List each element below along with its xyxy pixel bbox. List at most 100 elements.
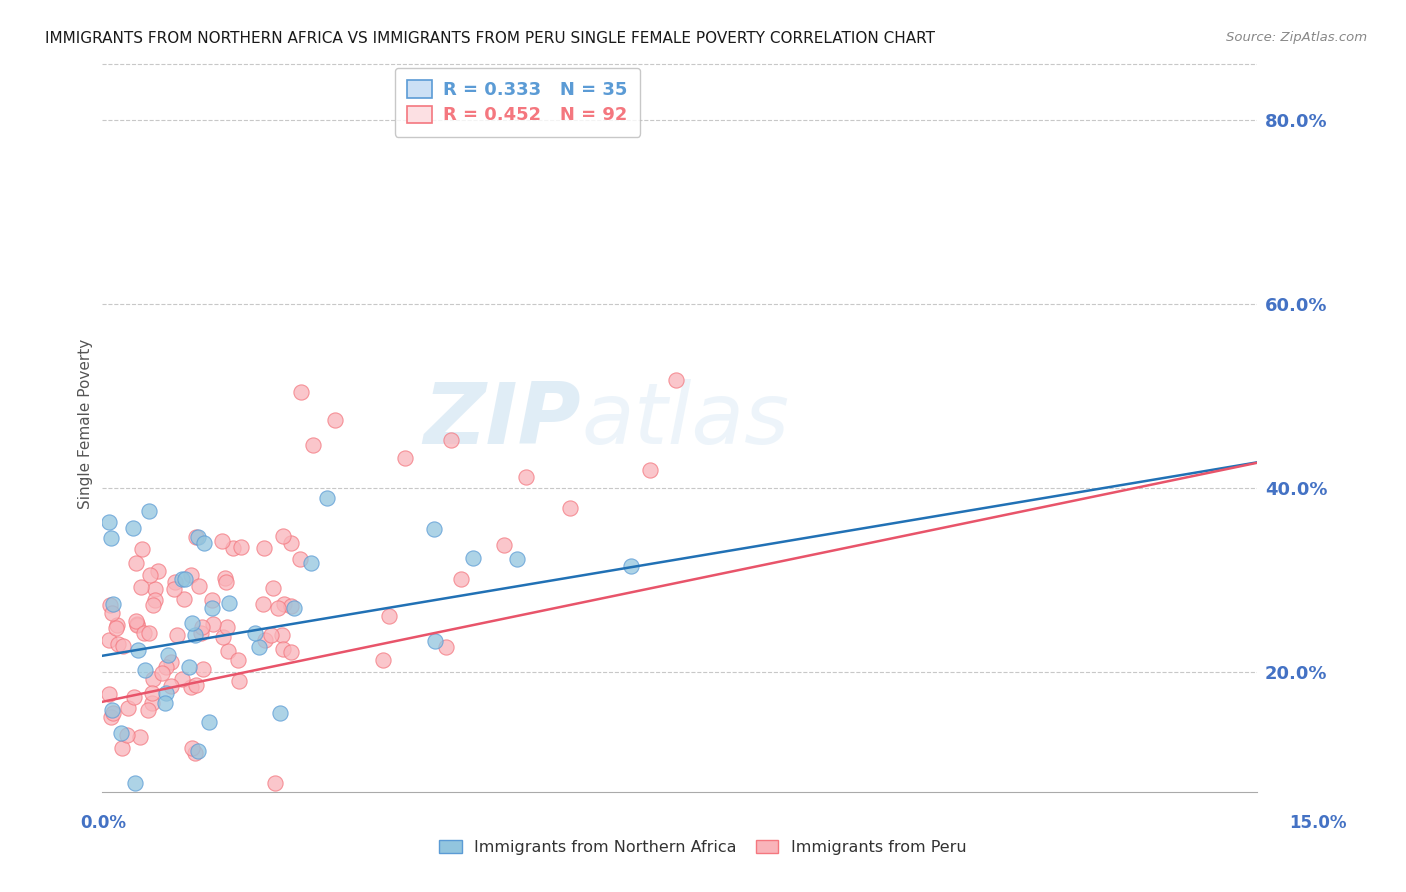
Point (138, 625, 160, 640)
Point (270, 627, 292, 641)
Legend: R = 0.333   N = 35, R = 0.452   N = 92: R = 0.333 N = 35, R = 0.452 N = 92 (395, 68, 640, 137)
Point (434, 640, 457, 655)
Point (263, 581, 285, 595)
Text: 15.0%: 15.0% (1289, 814, 1347, 831)
Point (125, 618, 148, 632)
Point (494, 538, 516, 552)
Point (190, 625, 212, 640)
Point (101, 598, 124, 612)
Point (288, 552, 311, 566)
Point (103, 706, 125, 721)
Point (558, 500, 581, 515)
Point (107, 637, 129, 651)
Point (217, 644, 239, 658)
Point (143, 593, 166, 607)
Point (163, 575, 186, 590)
Point (228, 674, 250, 689)
Point (134, 626, 156, 640)
Point (423, 634, 446, 648)
Point (193, 662, 215, 676)
Point (181, 741, 204, 756)
Point (177, 659, 200, 673)
Point (124, 776, 146, 790)
Point (423, 522, 446, 536)
Point (127, 643, 149, 657)
Point (193, 536, 215, 550)
Point (163, 582, 186, 596)
Point (247, 640, 270, 654)
Point (211, 534, 233, 549)
Point (273, 597, 295, 611)
Point (271, 641, 294, 656)
Point (187, 744, 209, 758)
Point (136, 702, 159, 716)
Point (129, 730, 152, 744)
Point (110, 726, 132, 740)
Point (174, 572, 197, 586)
Point (173, 592, 195, 607)
Point (117, 701, 139, 715)
Point (217, 620, 239, 634)
Point (98, 633, 121, 648)
Point (198, 714, 221, 729)
Text: atlas: atlas (581, 378, 789, 461)
Point (214, 571, 236, 585)
Text: IMMIGRANTS FROM NORTHERN AFRICA VS IMMIGRANTS FROM PERU SINGLE FEMALE POVERTY CO: IMMIGRANTS FROM NORTHERN AFRICA VS IMMIG… (45, 31, 935, 46)
Text: 0.0%: 0.0% (80, 814, 127, 831)
Point (280, 645, 302, 659)
Point (134, 663, 156, 677)
Point (100, 710, 122, 724)
Point (231, 540, 253, 554)
Point (142, 673, 165, 687)
Point (371, 653, 394, 667)
Point (378, 609, 401, 624)
Point (440, 433, 463, 447)
Point (218, 596, 240, 610)
Point (201, 600, 224, 615)
Point (153, 696, 176, 710)
Point (111, 640, 134, 654)
Legend: Immigrants from Northern Africa, Immigrants from Peru: Immigrants from Northern Africa, Immigra… (433, 834, 973, 862)
Point (638, 463, 661, 477)
Point (170, 672, 193, 686)
Point (253, 632, 276, 647)
Point (157, 648, 180, 662)
Point (142, 599, 165, 613)
Point (131, 541, 153, 556)
Point (155, 659, 177, 673)
Point (187, 530, 209, 544)
Point (461, 551, 484, 566)
Point (146, 564, 169, 578)
Point (184, 678, 207, 692)
Point (260, 628, 283, 642)
Point (129, 580, 152, 594)
Point (280, 536, 302, 550)
Point (201, 616, 224, 631)
Point (515, 470, 537, 484)
Point (98, 598, 121, 612)
Point (115, 729, 138, 743)
Point (125, 614, 148, 628)
Point (301, 556, 323, 570)
Point (180, 680, 202, 694)
Point (267, 600, 290, 615)
Point (323, 412, 346, 426)
Point (104, 621, 127, 635)
Point (394, 450, 416, 465)
Point (122, 521, 145, 535)
Point (170, 572, 193, 586)
Point (138, 504, 160, 518)
Point (159, 655, 181, 669)
Point (98, 688, 121, 702)
Point (215, 575, 238, 590)
Point (211, 630, 233, 644)
Point (105, 618, 128, 632)
Point (243, 626, 266, 640)
Point (150, 665, 173, 680)
Point (226, 653, 249, 667)
Point (280, 599, 302, 613)
Point (101, 703, 124, 717)
Point (180, 615, 202, 630)
Point (184, 746, 207, 760)
Point (141, 696, 163, 710)
